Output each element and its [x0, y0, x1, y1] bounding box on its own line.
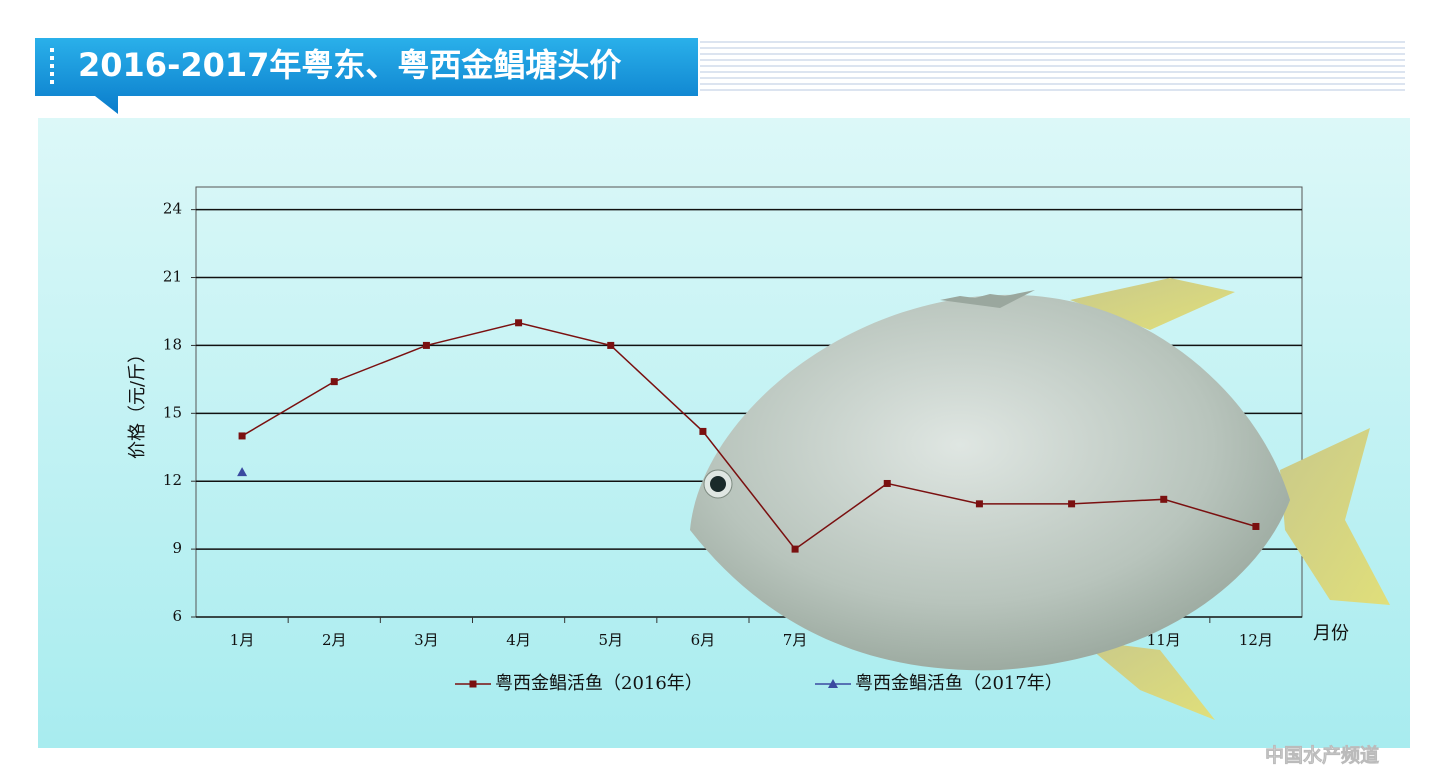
- stripes: [700, 41, 1405, 91]
- point: [883, 479, 891, 487]
- y-tick-label: 15: [163, 403, 182, 421]
- point: [422, 341, 430, 349]
- x-tick-label: 11月: [1147, 631, 1181, 649]
- y-tick-label: 21: [163, 268, 182, 286]
- chart-title: 2016-2017年粤东、粤西金鲳塘头价: [78, 46, 621, 84]
- y-tick-label: 12: [163, 471, 182, 489]
- x-tick-label: 6月: [691, 631, 716, 649]
- point: [1068, 500, 1076, 508]
- x-tick-label: 7月: [783, 631, 808, 649]
- legend-marker: [469, 680, 477, 688]
- point: [238, 432, 246, 440]
- y-tick-label: 6: [172, 607, 182, 625]
- point: [699, 427, 707, 435]
- marks: 粤西金鲳活鱼（2016年） 粤西金鲳活鱼（2017年）: [237, 319, 1260, 694]
- y-axis-label: 价格（元/斤）: [127, 345, 148, 459]
- point: [330, 378, 338, 386]
- x-tick-label: 5月: [598, 631, 623, 649]
- x-tick-label: 2月: [322, 631, 347, 649]
- point: [515, 319, 523, 327]
- title-banner: [35, 38, 698, 114]
- point: [1160, 495, 1168, 503]
- y-tick-label: 18: [163, 335, 182, 353]
- banner-dots: [50, 48, 54, 84]
- point: [791, 545, 799, 553]
- point: [975, 500, 983, 508]
- point: [1252, 522, 1260, 530]
- x-tick-label: 1月: [230, 631, 255, 649]
- watermark: 中国水产频道: [1265, 744, 1379, 767]
- x-axis-label: 月份: [1313, 623, 1349, 644]
- x-tick-label: 3月: [414, 631, 439, 649]
- point: [607, 341, 615, 349]
- legend-label: 粤西金鲳活鱼（2017年）: [855, 673, 1063, 694]
- point: [237, 467, 248, 477]
- series-line: [241, 322, 1257, 551]
- fish-picture: [690, 278, 1390, 720]
- legend-label: 粤西金鲳活鱼（2016年）: [495, 673, 703, 694]
- legend-marker: [828, 679, 838, 688]
- x-tick-label: 4月: [506, 631, 531, 649]
- y-tick-label: 9: [172, 539, 182, 557]
- x-tick-label: 12月: [1239, 631, 1273, 649]
- y-tick-label: 24: [163, 200, 182, 218]
